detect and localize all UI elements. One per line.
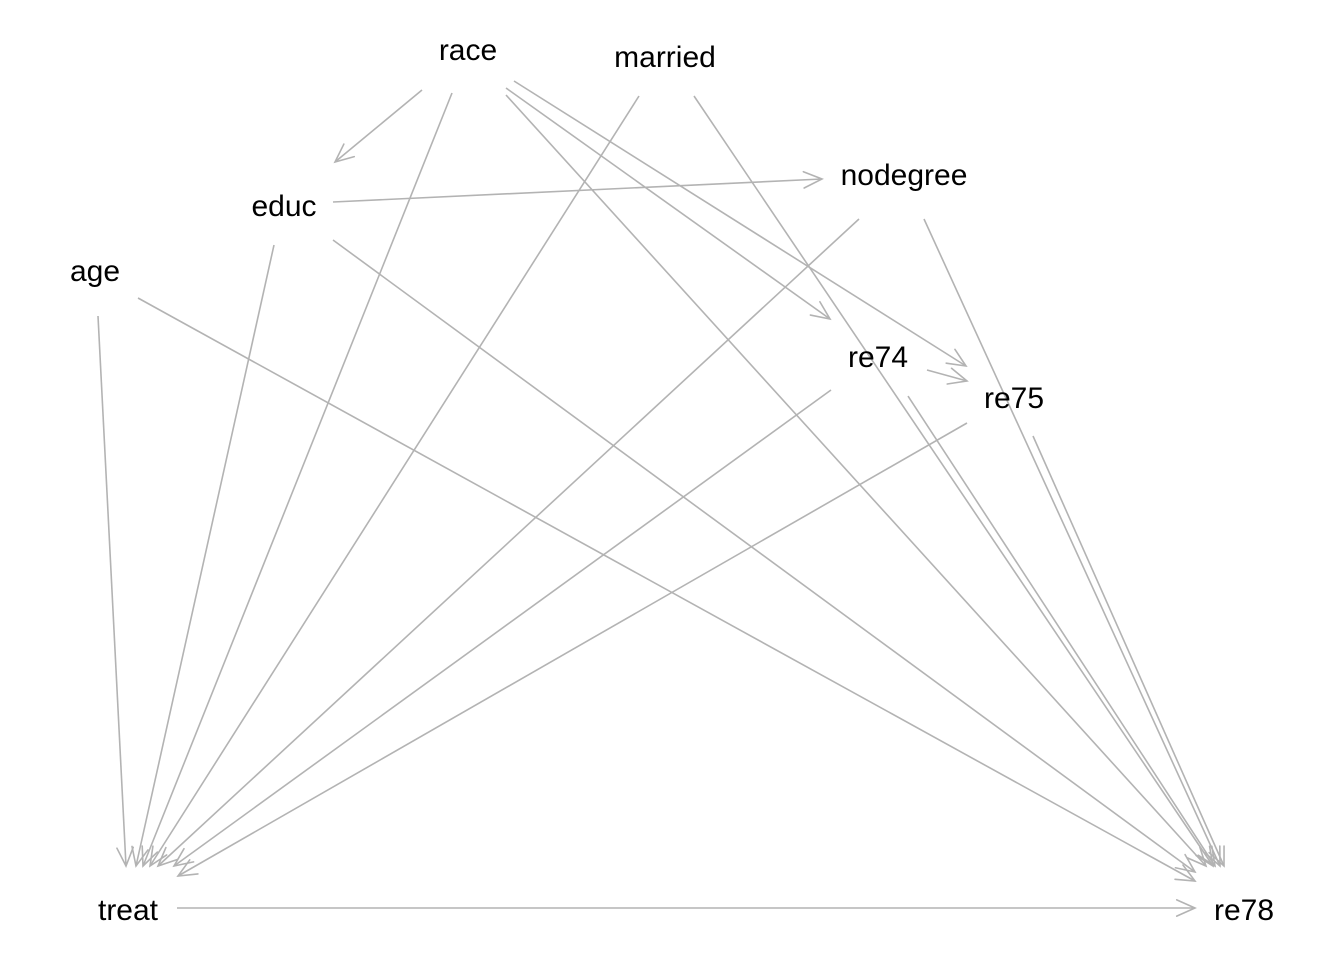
node-educ: educ	[251, 190, 316, 223]
edge-line	[332, 239, 1196, 873]
arrowhead-icon	[1186, 846, 1208, 868]
edge-line	[505, 94, 1207, 867]
edge-line	[907, 395, 1216, 867]
edge-re75-to-re78	[1032, 435, 1225, 868]
edge-age-to-treat	[97, 315, 135, 868]
arrowhead-icon	[1175, 899, 1197, 917]
nodes-layer: race married nodegree educ age re74 re75 treat r…	[70, 34, 1274, 927]
edge-re74-to-treat	[172, 389, 832, 868]
edge-re75-to-treat	[176, 422, 968, 877]
edge-educ-to-treat	[131, 244, 275, 868]
edge-nodegree-to-re78	[923, 218, 1221, 868]
edge-race-to-re75	[513, 80, 968, 368]
edge-line	[137, 297, 1196, 882]
edge-line	[97, 315, 127, 867]
node-re78: re78	[1214, 894, 1274, 927]
edge-line	[923, 218, 1221, 867]
node-nodegree: nodegree	[841, 159, 968, 192]
arrowhead-icon	[1208, 845, 1225, 868]
arrowhead-icon	[802, 170, 824, 189]
node-race: race	[439, 34, 497, 67]
edge-line	[177, 422, 968, 877]
edge-married-to-re78	[693, 95, 1215, 868]
edge-line	[149, 95, 640, 867]
edge-nodegree-to-treat	[156, 218, 860, 868]
edge-line	[1032, 435, 1225, 867]
edge-line	[505, 87, 831, 320]
edge-line	[173, 389, 832, 867]
edge-line	[157, 218, 860, 867]
arrowhead-icon	[141, 845, 159, 868]
arrowhead-icon	[176, 859, 199, 877]
arrowhead-icon	[946, 367, 969, 385]
edge-line	[513, 80, 967, 367]
edge-race-to-re74	[505, 87, 832, 321]
arrowhead-icon	[116, 846, 135, 868]
arrowhead-icon	[1195, 845, 1215, 868]
node-age: age	[70, 255, 120, 288]
node-re74: re74	[848, 341, 908, 374]
edge-educ-to-re78	[332, 239, 1197, 874]
node-re75: re75	[984, 382, 1044, 415]
edge-line	[693, 95, 1214, 867]
edge-race-to-re78	[505, 94, 1208, 868]
arrowhead-icon	[156, 846, 178, 868]
edge-re74-to-re78	[907, 395, 1217, 868]
edge-age-to-re78	[137, 297, 1197, 882]
edges-layer	[97, 80, 1225, 917]
arrowhead-icon	[131, 845, 149, 868]
arrowhead-icon	[1174, 853, 1197, 874]
edge-educ-to-nodegree	[332, 170, 824, 203]
arrowhead-icon	[1174, 864, 1197, 882]
edge-treat-to-re78	[177, 899, 1197, 917]
edge-line	[334, 89, 423, 163]
edge-line	[135, 244, 275, 867]
arrowhead-icon	[945, 348, 968, 368]
edge-race-to-treat	[141, 92, 453, 868]
arrowhead-icon	[333, 143, 356, 164]
edge-race-to-educ	[333, 89, 423, 164]
edge-married-to-treat	[148, 95, 640, 868]
edge-line	[926, 369, 968, 382]
node-married: married	[614, 41, 716, 74]
edge-line	[332, 178, 823, 203]
arrowhead-icon	[809, 300, 832, 321]
node-treat: treat	[98, 894, 159, 927]
edge-line	[142, 92, 453, 867]
edge-re74-to-re75	[926, 367, 969, 385]
arrowhead-icon	[1197, 845, 1217, 868]
